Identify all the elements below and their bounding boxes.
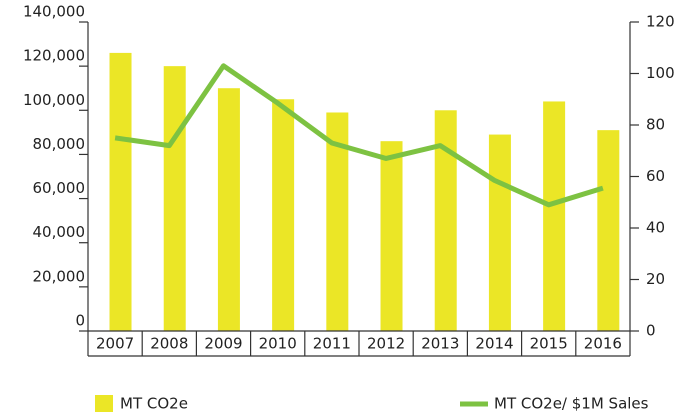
- bar: [380, 141, 403, 331]
- y2-tick-label: 60: [646, 167, 665, 185]
- y-tick-label: 0: [75, 312, 85, 330]
- bar: [597, 130, 620, 331]
- x-tick-label: 2014: [475, 335, 513, 353]
- x-tick-label: 2010: [259, 335, 297, 353]
- line: [114, 63, 604, 208]
- y-tick-label: 60,000: [33, 179, 86, 197]
- y2-tick-label: 0: [646, 322, 656, 340]
- y2-tick-label: 100: [646, 64, 675, 82]
- x-tick-label: 2012: [367, 335, 405, 353]
- bar: [217, 88, 240, 331]
- legend-label: MT CO2e: [120, 395, 188, 413]
- y-tick-label: 20,000: [33, 267, 86, 285]
- y-tick-label: 100,000: [23, 91, 85, 109]
- bar: [434, 110, 457, 332]
- y2-tick-label: 120: [646, 13, 675, 31]
- x-tick-label: 2015: [530, 335, 568, 353]
- bar: [488, 134, 511, 331]
- bar: [163, 66, 186, 332]
- legend-swatch: [95, 395, 113, 412]
- y2-tick-label: 80: [646, 116, 665, 134]
- x-tick-label: 2009: [204, 335, 242, 353]
- x-tick-label: 2013: [421, 335, 459, 353]
- bar: [272, 99, 295, 331]
- y2-tick-label: 40: [646, 219, 665, 237]
- legend-label: MT CO2e/ $1M Sales: [494, 395, 649, 413]
- x-tick-label: 2008: [150, 335, 188, 353]
- y-tick-label: 80,000: [33, 135, 86, 153]
- y-tick-label: 140,000: [23, 3, 85, 21]
- bar: [109, 52, 132, 332]
- x-tick-label: 2007: [96, 335, 134, 353]
- y2-tick-label: 20: [646, 270, 665, 288]
- bar: [543, 101, 566, 331]
- x-tick-label: 2011: [313, 335, 351, 353]
- y-tick-label: 120,000: [23, 47, 85, 65]
- x-tick-label: 2016: [584, 335, 622, 353]
- bar: [326, 112, 349, 331]
- y-tick-label: 40,000: [33, 223, 86, 241]
